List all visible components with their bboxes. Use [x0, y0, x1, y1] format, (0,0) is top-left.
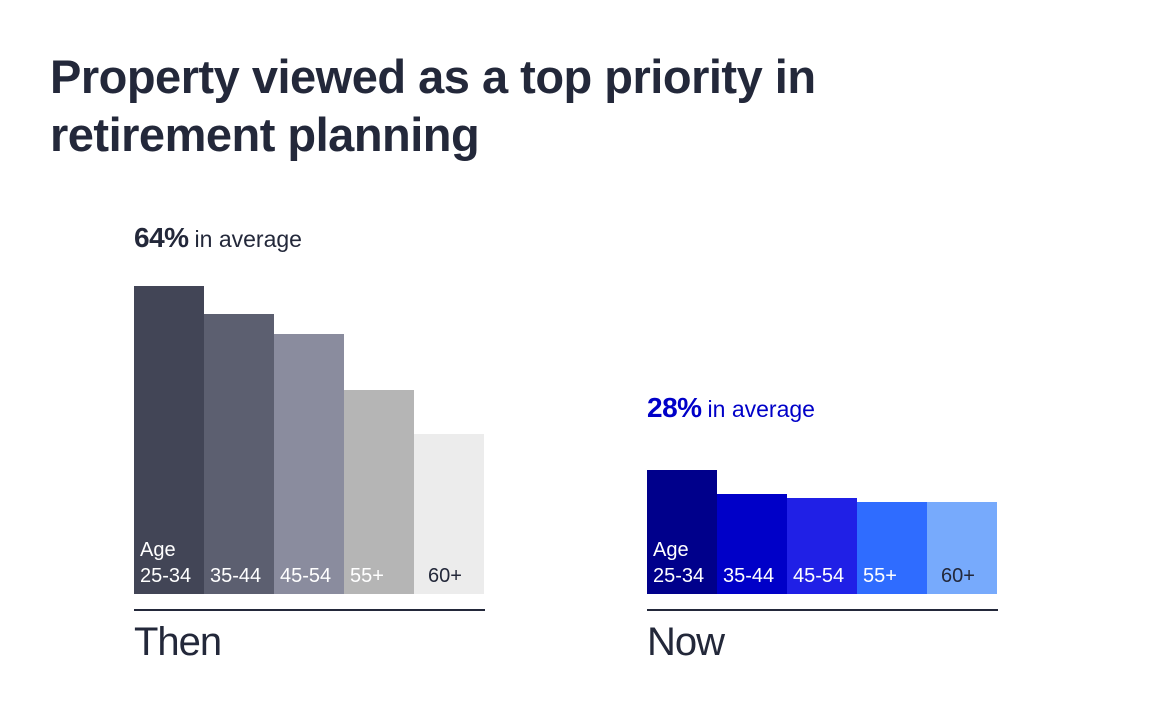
panel-label: Then: [134, 620, 222, 664]
bar-45-54: [787, 498, 857, 594]
bar-60+: [414, 434, 484, 594]
tick-label-55+: 55+: [350, 565, 384, 587]
plot-area: 25-34 35-44 45-54 55+ 60+ Age: [134, 274, 484, 594]
bar-55+: [344, 390, 414, 594]
tick-label-35-44: 35-44: [723, 565, 775, 587]
tick-label-45-54: 45-54: [793, 565, 845, 587]
tick-label-45-54: 45-54: [280, 565, 332, 587]
x-axis-line: [134, 609, 485, 611]
age-label: Age: [140, 539, 176, 561]
average-text: in average: [707, 396, 815, 422]
average-text: in average: [194, 226, 302, 252]
age-label: Age: [653, 539, 689, 561]
bar-35-44: [717, 494, 787, 594]
average-value: 64%: [134, 222, 189, 253]
average-label: 64% in average: [134, 222, 302, 254]
tick-label-35-44: 35-44: [210, 565, 262, 587]
average-value: 28%: [647, 392, 702, 423]
tick-label-60+: 60+: [941, 565, 975, 587]
bar-45-54: [274, 334, 344, 594]
tick-label-25-34: 25-34: [653, 565, 705, 587]
average-label: 28% in average: [647, 392, 815, 424]
bar-25-34: [134, 286, 204, 594]
bar-35-44: [204, 314, 274, 594]
panel-label: Now: [647, 620, 725, 664]
x-axis-line: [647, 609, 998, 611]
panel-then: 64% in average 25-34 35-44 45-54 55+ 60+ Age T…: [134, 220, 486, 680]
tick-label-55+: 55+: [863, 565, 897, 587]
tick-label-60+: 60+: [428, 565, 462, 587]
tick-label-25-34: 25-34: [140, 565, 192, 587]
chart-title: Property viewed as a top priority in ret…: [50, 50, 816, 161]
bar-55+: [857, 502, 927, 594]
bar-60+: [927, 502, 997, 594]
plot-area: 25-34 35-44 45-54 55+ 60+ Age: [647, 274, 997, 594]
panel-now: 28% in average 25-34 35-44 45-54 55+ 60+ Age N…: [647, 220, 999, 680]
bar-25-34: [647, 470, 717, 594]
